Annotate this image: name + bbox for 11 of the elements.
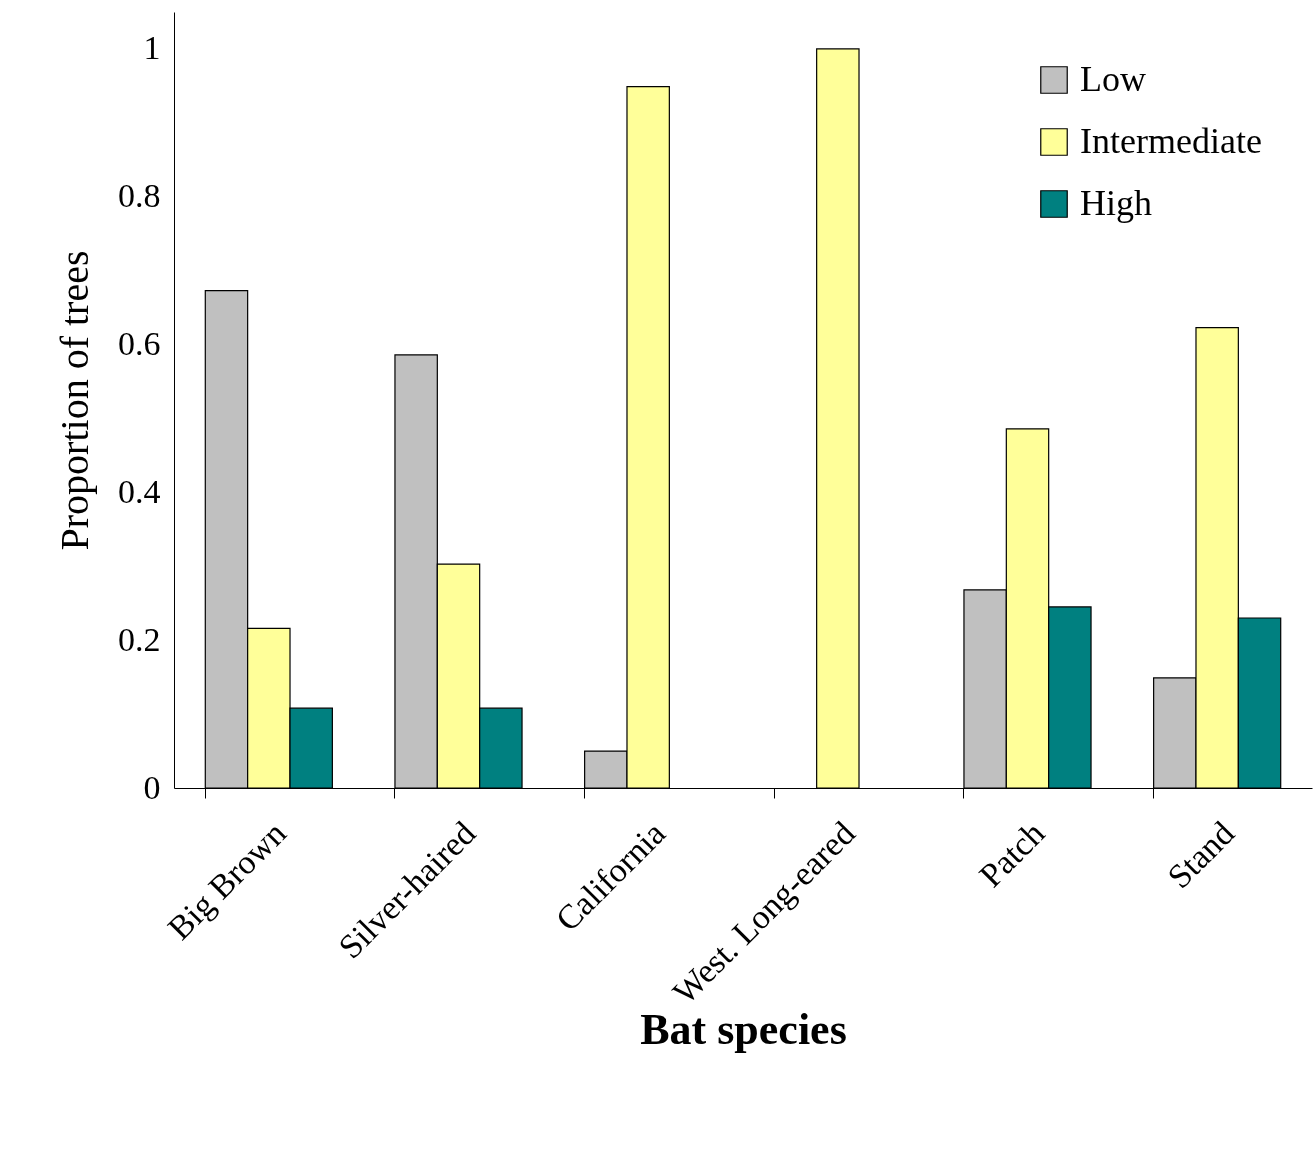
y-tick-label: 0.2	[118, 620, 161, 658]
legend-label: Intermediate	[1080, 121, 1262, 161]
y-tick-label: 0.4	[118, 472, 161, 510]
y-tick-label: 0.8	[118, 177, 161, 215]
y-tick-label: 0.6	[118, 325, 161, 363]
legend-label: High	[1080, 183, 1152, 223]
y-axis-title: Proportion of trees	[52, 250, 97, 551]
y-tick-label: 1	[143, 29, 161, 67]
y-tick-label: 0	[143, 768, 161, 806]
legend-label: Low	[1080, 59, 1146, 99]
x-axis-title: Bat species	[640, 1004, 847, 1054]
